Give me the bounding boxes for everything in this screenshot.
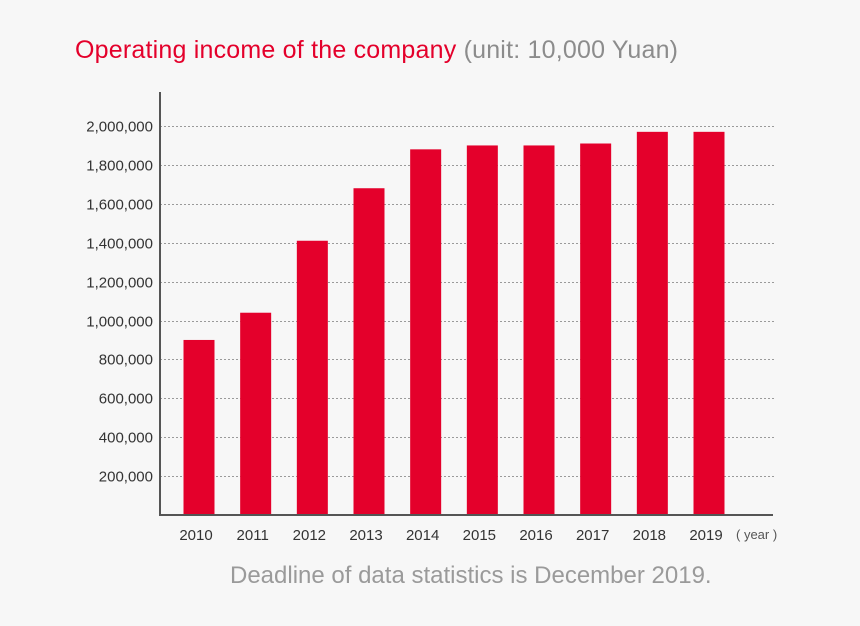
x-tick-label: 2011 [237,527,269,544]
bar-2014 [410,149,442,515]
x-tick-label: 2019 [689,527,722,544]
x-tick-label: 2014 [406,527,439,544]
bar-2010 [183,339,215,515]
bar-2016 [523,145,555,515]
bar-2011 [240,312,272,515]
axes [159,92,773,516]
y-tick-label: 1,200,000 [86,275,153,292]
y-tick-label: 1,600,000 [86,197,153,214]
x-tick-label: 2016 [519,527,552,544]
y-tick-label: 1,400,000 [86,236,153,253]
bar-2019 [693,131,725,515]
chart-title-main: Operating income of the company [75,36,457,64]
x-tick-label: 2015 [463,527,496,544]
y-tick-labels: 200,000 400,000 600,000 800,000 1,000,000 1,2… [86,119,153,486]
x-tick-label: 2010 [179,527,212,544]
y-tick-label: 800,000 [99,352,153,369]
bar-2013 [353,188,385,516]
bar-2018 [636,131,668,515]
y-tick-label: 1,800,000 [86,158,153,175]
chart-title: Operating income of the company (unit: 1… [75,36,678,65]
bar-2017 [580,143,612,515]
x-tick-label: 2018 [633,527,666,544]
footnote: Deadline of data statistics is December … [230,562,712,589]
grid-lines [160,126,775,477]
x-tick-label: 2012 [293,527,326,544]
y-tick-label: 2,000,000 [86,119,153,136]
x-tick-labels: 2010 2011 2012 2013 2014 2015 2016 2017 2018 2019 [179,527,722,544]
y-tick-label: 1,000,000 [86,314,153,331]
y-tick-label: 400,000 [99,430,153,447]
bar-2012 [296,240,328,515]
y-tick-label: 200,000 [99,469,153,486]
bar-2015 [466,145,498,515]
x-axis-label: ( year ) [736,527,777,542]
bars [183,131,725,516]
chart-title-unit: (unit: 10,000 Yuan) [463,36,679,64]
x-tick-label: 2013 [349,527,382,544]
x-tick-label: 2017 [576,527,609,544]
y-tick-label: 600,000 [99,391,153,408]
